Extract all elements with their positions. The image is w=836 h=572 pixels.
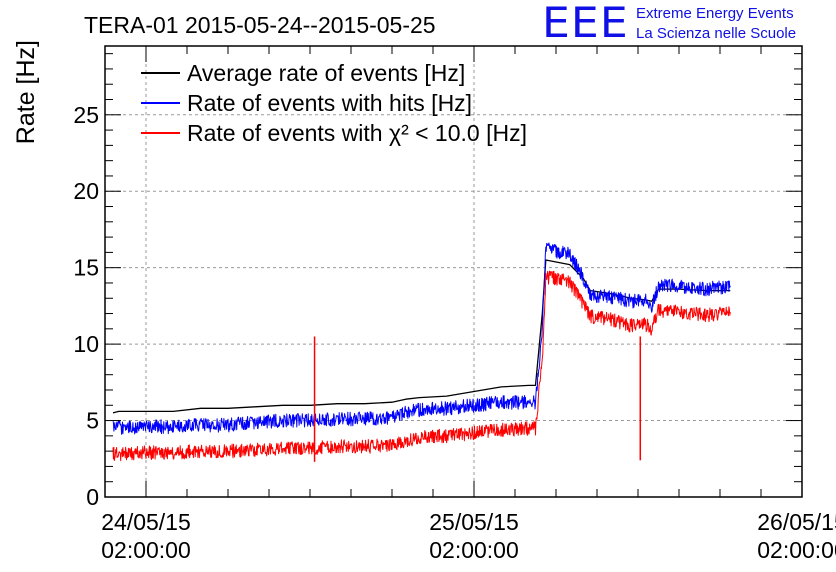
plot-frame: [104, 45, 803, 498]
x-tick-date: 25/05/15: [429, 509, 519, 535]
eee-logo: EEE Extreme Energy Events La Scienza nel…: [542, 2, 832, 46]
y-axis-label: Rate [Hz]: [12, 40, 40, 144]
y-tick-label: 5: [86, 408, 99, 434]
legend-entry: Rate of events with χ² < 10.0 [Hz]: [187, 120, 527, 146]
series-line: [112, 242, 731, 435]
y-tick-label: 25: [73, 102, 99, 128]
y-tick-label: 20: [73, 178, 99, 204]
y-tick-label: 0: [86, 484, 99, 510]
x-tick-date: 24/05/15: [101, 509, 191, 535]
y-tick-label: 15: [73, 255, 99, 281]
logo-line-1: Extreme Energy Events: [636, 5, 794, 22]
x-tick-time: 02:00:00: [101, 537, 191, 563]
legend-entry: Average rate of events [Hz]: [187, 60, 465, 86]
series-line: [112, 270, 731, 462]
series-line: [112, 259, 731, 414]
logo-line-2: La Scienza nelle Scuole: [636, 25, 797, 42]
series-layer: [112, 242, 731, 462]
y-tick-label: 10: [73, 331, 99, 357]
axes: 051015202524/05/1502:00:0025/05/1502:00:…: [73, 46, 836, 563]
x-tick-time: 02:00:00: [429, 537, 519, 563]
chart-title: TERA-01 2015-05-24--2015-05-25: [84, 12, 436, 38]
legend-entry: Rate of events with hits [Hz]: [187, 90, 472, 116]
x-tick-time: 02:00:00: [757, 537, 836, 563]
logo-mark: EEE: [542, 0, 629, 47]
x-tick-date: 26/05/15: [757, 509, 836, 535]
legend: Average rate of events [Hz] Rate of event…: [141, 60, 527, 146]
